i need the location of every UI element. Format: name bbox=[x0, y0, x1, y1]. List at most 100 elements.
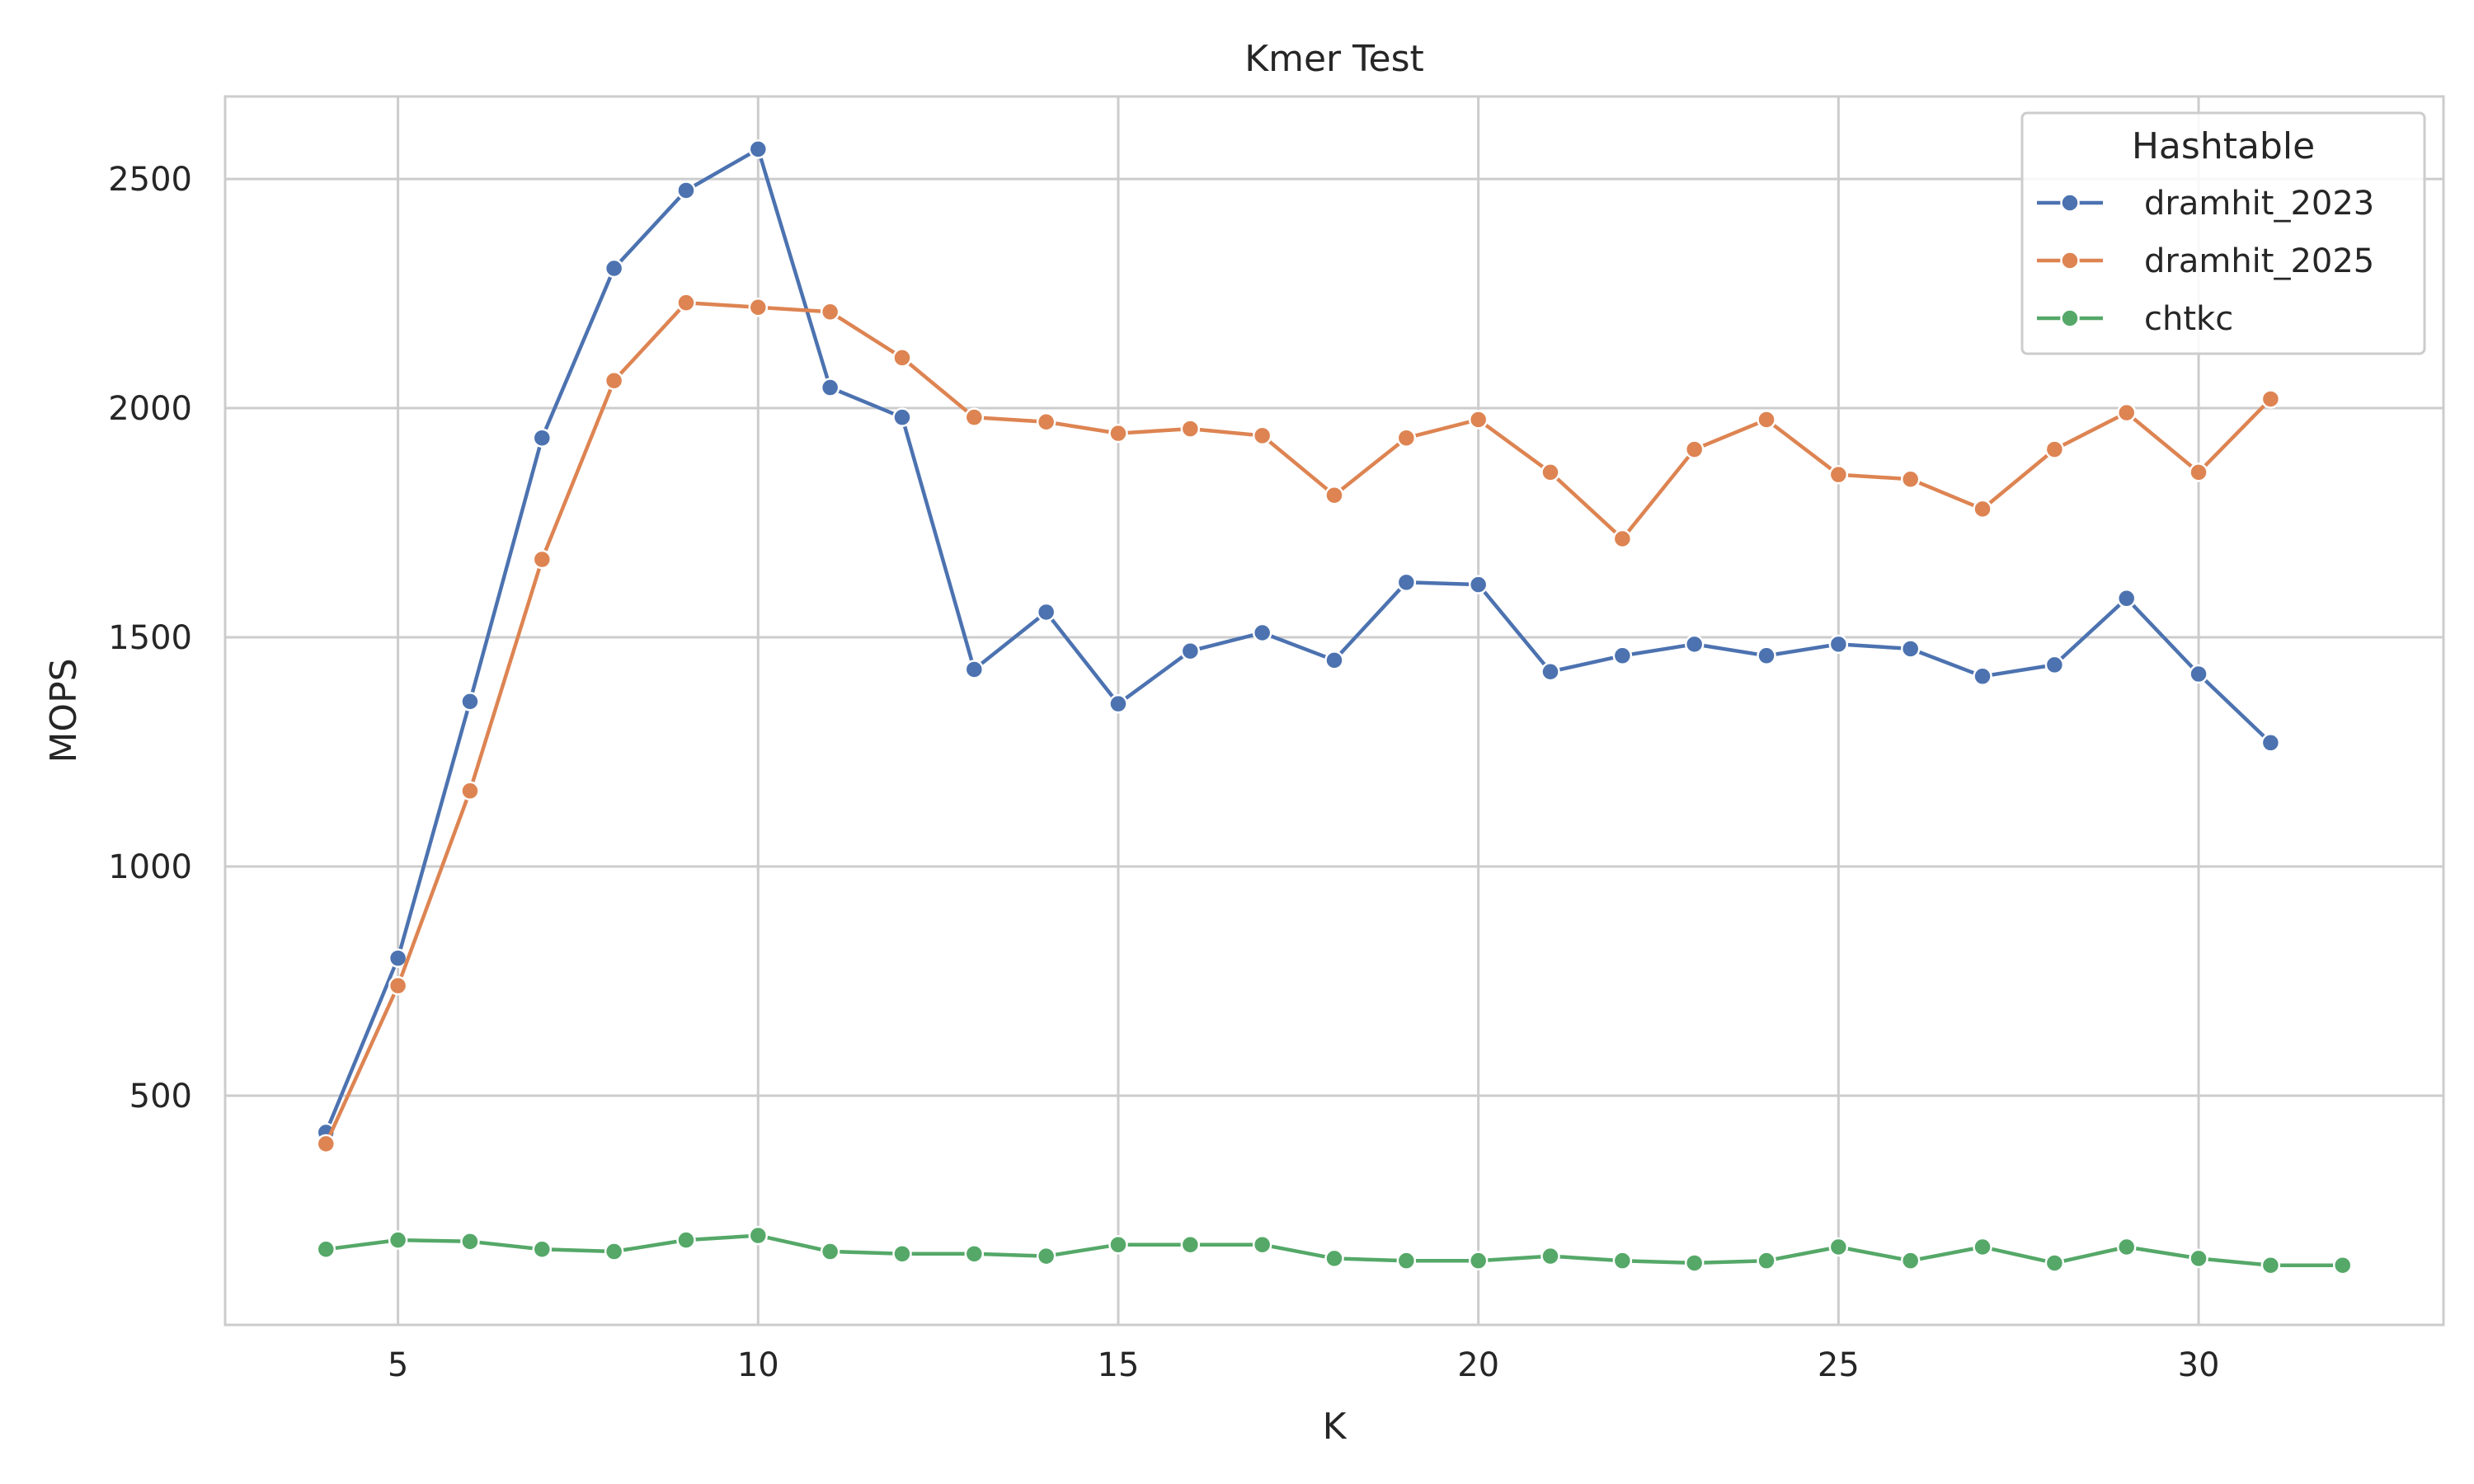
data-point bbox=[748, 1225, 769, 1246]
data-point bbox=[892, 348, 912, 368]
data-point bbox=[1180, 419, 1201, 439]
series-line-dramhit-2025 bbox=[324, 300, 2273, 1146]
data-point bbox=[2189, 1248, 2208, 1269]
y-tick-label: 2500 bbox=[108, 161, 192, 199]
data-point bbox=[1468, 410, 1489, 430]
data-point bbox=[460, 781, 480, 801]
data-point bbox=[1757, 410, 1776, 430]
data-point bbox=[1396, 572, 1417, 593]
data-point bbox=[532, 428, 553, 448]
data-point bbox=[1973, 1237, 1992, 1257]
data-point bbox=[964, 660, 985, 679]
data-point bbox=[388, 1230, 408, 1250]
legend-entry: chtkc bbox=[2037, 300, 2233, 338]
legend-title: Hashtable bbox=[2132, 125, 2315, 167]
data-point bbox=[1468, 575, 1489, 594]
x-axis-ticks: 5 10 15 20 25 30 bbox=[388, 1346, 2220, 1384]
data-point bbox=[676, 181, 696, 200]
data-point bbox=[1252, 425, 1272, 446]
plot-area-frame bbox=[223, 95, 2445, 1327]
data-point bbox=[964, 407, 985, 427]
data-point bbox=[820, 1242, 840, 1261]
x-axis-label: K bbox=[1323, 1406, 1348, 1448]
data-point bbox=[2260, 1255, 2281, 1275]
y-tick-label: 1500 bbox=[108, 619, 192, 657]
data-point bbox=[1612, 646, 1633, 666]
data-point bbox=[1757, 1251, 1776, 1270]
x-tick-label: 5 bbox=[388, 1346, 408, 1384]
y-tick-label: 500 bbox=[129, 1078, 192, 1115]
data-point bbox=[2189, 463, 2208, 482]
series-group bbox=[316, 139, 2353, 1275]
data-point bbox=[1684, 439, 1705, 459]
data-point bbox=[820, 302, 840, 322]
series-dramhit-2025 bbox=[316, 293, 2281, 1154]
data-point bbox=[1036, 411, 1056, 432]
data-point bbox=[748, 139, 769, 159]
legend-label: dramhit_2023 bbox=[2144, 185, 2374, 223]
data-point bbox=[532, 549, 553, 570]
data-point bbox=[1900, 469, 1921, 489]
data-point bbox=[1757, 646, 1776, 666]
data-point bbox=[964, 1244, 985, 1264]
x-tick-label: 25 bbox=[1818, 1346, 1860, 1384]
data-point bbox=[1828, 1237, 1849, 1257]
data-point bbox=[1973, 499, 1992, 519]
data-point bbox=[1684, 634, 1705, 655]
legend-marker-swatch bbox=[2060, 193, 2080, 213]
data-point bbox=[1036, 602, 1056, 622]
legend-entry: dramhit_2025 bbox=[2037, 242, 2374, 280]
legend-marker-swatch bbox=[2060, 308, 2080, 328]
data-point bbox=[892, 407, 912, 427]
data-point bbox=[1108, 423, 1128, 444]
data-point bbox=[2116, 402, 2137, 423]
legend-entry: dramhit_2023 bbox=[2037, 185, 2374, 223]
data-point bbox=[1180, 641, 1201, 661]
data-point bbox=[316, 1134, 336, 1154]
data-point bbox=[748, 297, 769, 317]
data-point bbox=[1468, 1251, 1489, 1270]
y-axis-ticks: 500 1000 1500 2000 2500 bbox=[108, 161, 192, 1115]
data-point bbox=[1540, 661, 1560, 682]
data-point bbox=[1396, 1251, 1417, 1270]
data-point bbox=[1324, 1248, 1344, 1269]
data-point bbox=[2332, 1255, 2353, 1275]
data-point bbox=[1828, 634, 1849, 655]
data-point bbox=[2116, 1237, 2137, 1257]
legend-label: chtkc bbox=[2144, 300, 2233, 338]
data-point bbox=[1108, 1234, 1128, 1255]
data-point bbox=[1324, 485, 1344, 505]
legend-label: dramhit_2025 bbox=[2144, 242, 2374, 280]
data-point bbox=[2044, 655, 2065, 675]
y-tick-label: 1000 bbox=[108, 848, 192, 886]
series-line-dramhit-2023 bbox=[324, 147, 2273, 1134]
data-point bbox=[1828, 464, 1849, 485]
data-point bbox=[1684, 1253, 1705, 1273]
data-point bbox=[1612, 1251, 1633, 1270]
data-point bbox=[460, 1232, 480, 1252]
data-point bbox=[2044, 439, 2065, 459]
data-point bbox=[1396, 428, 1417, 448]
x-tick-label: 10 bbox=[737, 1346, 779, 1384]
data-point bbox=[676, 293, 696, 312]
data-point bbox=[1900, 1251, 1921, 1270]
x-tick-label: 20 bbox=[1457, 1346, 1499, 1384]
series-dramhit-2023 bbox=[316, 139, 2281, 1143]
data-point bbox=[460, 692, 480, 711]
data-point bbox=[2044, 1253, 2065, 1273]
y-tick-label: 2000 bbox=[108, 390, 192, 428]
data-point bbox=[1252, 622, 1272, 643]
data-point bbox=[1540, 463, 1560, 482]
data-point bbox=[1612, 528, 1633, 549]
data-point bbox=[2260, 733, 2281, 753]
data-point bbox=[1180, 1234, 1201, 1255]
data-point bbox=[1252, 1234, 1272, 1255]
data-point bbox=[892, 1244, 912, 1264]
data-point bbox=[2116, 589, 2137, 608]
x-tick-label: 15 bbox=[1098, 1346, 1140, 1384]
chart-title: Kmer Test bbox=[1244, 38, 1424, 80]
data-point bbox=[1973, 666, 1992, 687]
